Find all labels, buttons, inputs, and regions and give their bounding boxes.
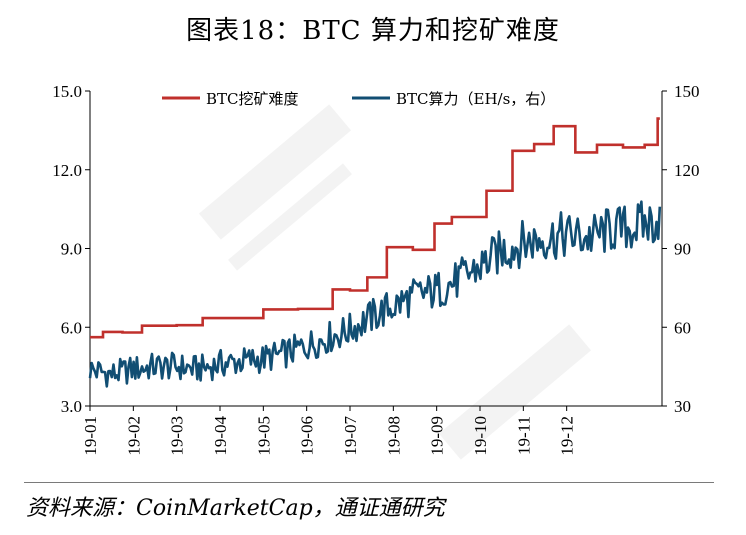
- left-tick-label: 12.0: [52, 161, 82, 180]
- left-tick-label: 9.0: [61, 240, 82, 259]
- x-tick-label: 19-05: [254, 416, 273, 456]
- series-line-difficulty: [90, 117, 660, 339]
- legend-label-hashrate: BTC算力（EH/s，右）: [396, 90, 555, 108]
- right-tick-label: 60: [674, 318, 691, 337]
- x-tick-label: 19-08: [384, 416, 403, 456]
- left-tick-label: 15.0: [52, 82, 82, 101]
- right-tick-label: 120: [674, 161, 700, 180]
- x-tick-label: 19-03: [168, 416, 187, 456]
- left-tick-label: 6.0: [61, 318, 82, 337]
- x-tick-label: 19-09: [428, 416, 447, 456]
- right-tick-label: 90: [674, 240, 691, 259]
- x-tick-label: 19-06: [298, 416, 317, 456]
- legend-label-difficulty: BTC挖矿难度: [206, 90, 299, 108]
- x-tick-label: 19-10: [471, 416, 490, 456]
- x-tick-label: 19-12: [558, 416, 577, 456]
- source-note: 资料来源：CoinMarketCap，通证通研究: [26, 496, 445, 521]
- right-tick-label: 150: [674, 82, 700, 101]
- chart-title: 图表18：BTC 算力和挖矿难度: [186, 16, 560, 46]
- x-tick-label: 19-04: [211, 416, 230, 456]
- watermark: [198, 104, 592, 460]
- x-tick-label: 19-02: [124, 416, 143, 456]
- right-tick-label: 30: [674, 397, 691, 416]
- footer-divider: [24, 482, 714, 483]
- left-tick-label: 3.0: [61, 397, 82, 416]
- x-tick-label: 19-01: [81, 416, 100, 456]
- x-tick-label: 19-11: [514, 416, 533, 455]
- series-line-hashrate: [88, 200, 662, 388]
- x-tick-label: 19-07: [341, 416, 360, 456]
